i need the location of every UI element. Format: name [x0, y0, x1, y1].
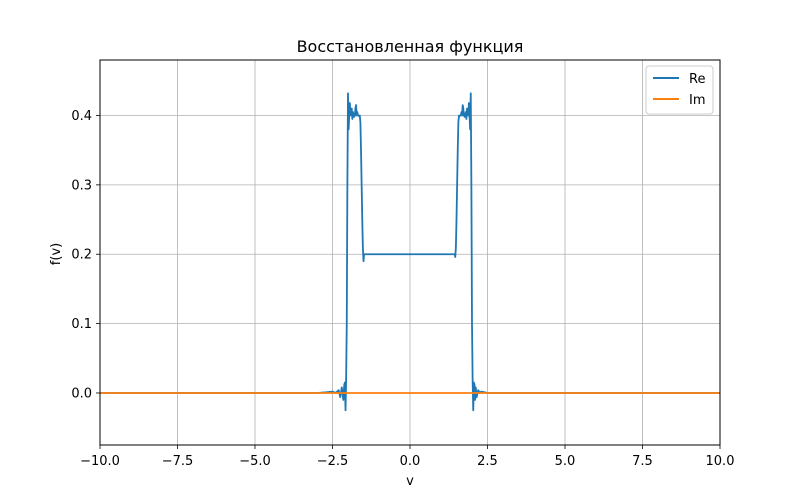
x-axis-label: v [406, 474, 414, 489]
x-tick-label: −5.0 [239, 454, 271, 469]
tick-layer: −10.0 −7.5 −5.0 −2.5 0.0 2.5 5.0 7.5 10.0 0.0 0.1 0… [71, 109, 734, 469]
y-tick-label: 0.1 [71, 317, 92, 332]
y-tick-label: 0.4 [71, 109, 92, 124]
series-line-re [100, 92, 720, 412]
x-tick-label: 0.0 [400, 454, 421, 469]
y-tick-label: 0.0 [71, 386, 92, 401]
y-tick-label: 0.3 [71, 178, 92, 193]
x-tick-label: 7.5 [632, 454, 653, 469]
y-axis-label: f(v) [49, 243, 64, 265]
x-tick-label: −7.5 [162, 454, 194, 469]
x-tick-label: 5.0 [555, 454, 576, 469]
y-tick-label: 0.2 [71, 248, 92, 263]
chart-title: Восстановленная функция [297, 37, 524, 56]
x-tick-label: −2.5 [317, 454, 349, 469]
x-tick-label: 10.0 [706, 454, 735, 469]
legend-label: Re [689, 72, 705, 87]
x-tick-label: −10.0 [80, 454, 120, 469]
x-tick-label: 2.5 [477, 454, 498, 469]
legend: Re Im [645, 65, 714, 115]
series-layer [100, 92, 720, 412]
legend-label: Im [689, 93, 706, 108]
